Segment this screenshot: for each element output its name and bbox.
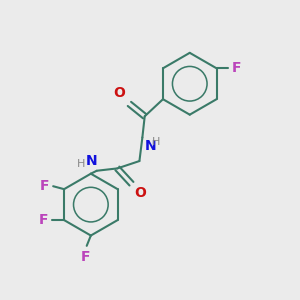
Text: F: F [81,250,90,264]
Text: F: F [232,61,241,75]
Text: O: O [114,86,126,100]
Text: F: F [39,179,49,193]
Text: F: F [38,213,48,227]
Text: H: H [76,159,85,169]
Text: N: N [86,154,97,168]
Text: H: H [152,137,160,147]
Text: N: N [145,139,156,153]
Text: O: O [134,186,146,200]
